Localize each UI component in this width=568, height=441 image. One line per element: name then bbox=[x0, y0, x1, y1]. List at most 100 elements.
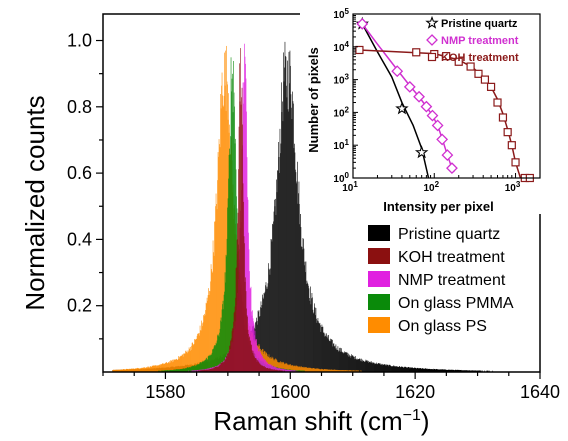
histogram-bar bbox=[283, 362, 284, 372]
histogram-bar bbox=[344, 351, 345, 372]
histogram-bar bbox=[276, 369, 277, 372]
histogram-bar bbox=[252, 350, 254, 372]
histogram-bar bbox=[205, 359, 206, 372]
histogram-bar bbox=[285, 363, 286, 372]
histogram-bar bbox=[291, 118, 293, 373]
histogram-bar bbox=[294, 143, 295, 372]
histogram-bar bbox=[470, 370, 472, 372]
histogram-bar bbox=[416, 368, 417, 372]
legend-item: On glass PS bbox=[368, 317, 487, 335]
histogram-bar bbox=[332, 346, 334, 372]
histogram-bar bbox=[115, 369, 116, 372]
histogram-bar bbox=[206, 297, 208, 372]
histogram-bar bbox=[346, 370, 347, 372]
histogram-bar bbox=[423, 368, 425, 372]
histogram-bar bbox=[123, 369, 124, 372]
histogram-bar bbox=[204, 313, 205, 372]
histogram-bar bbox=[433, 368, 434, 372]
histogram-bar bbox=[235, 138, 236, 372]
histogram-bar bbox=[155, 365, 156, 372]
histogram-bar bbox=[257, 347, 259, 372]
histogram-bar bbox=[142, 367, 143, 372]
histogram-bar bbox=[222, 95, 223, 373]
histogram-bar bbox=[258, 310, 260, 372]
histogram-bar bbox=[465, 370, 467, 372]
histogram-bar bbox=[252, 352, 253, 372]
histogram-bar bbox=[221, 362, 223, 372]
histogram-bar bbox=[223, 309, 224, 372]
histogram-bar bbox=[427, 368, 428, 372]
histogram-bar bbox=[346, 370, 348, 372]
histogram-bar bbox=[207, 369, 209, 372]
histogram-bar bbox=[346, 352, 347, 372]
histogram-bar bbox=[315, 368, 317, 372]
histogram-bar bbox=[129, 368, 130, 372]
histogram-bar bbox=[433, 369, 435, 372]
histogram-bar bbox=[404, 367, 405, 372]
histogram-bar bbox=[183, 353, 185, 372]
histogram-bar bbox=[136, 368, 137, 372]
histogram-bar bbox=[116, 369, 118, 372]
histogram-bar bbox=[315, 368, 316, 372]
histogram-bar bbox=[184, 353, 185, 372]
histogram-bar bbox=[200, 362, 201, 372]
histogram-bar bbox=[266, 362, 268, 372]
histogram-bar bbox=[186, 367, 188, 372]
histogram-bar bbox=[464, 370, 466, 372]
histogram-bar bbox=[372, 362, 373, 372]
histogram-bar bbox=[317, 320, 318, 372]
histogram-bar bbox=[349, 354, 350, 372]
histogram-bar bbox=[183, 368, 184, 372]
histogram-bar bbox=[221, 309, 223, 372]
histogram-bar bbox=[399, 366, 400, 372]
histogram-bar bbox=[330, 338, 331, 372]
histogram-bar bbox=[368, 362, 369, 372]
histogram-bar bbox=[404, 366, 406, 372]
histogram-bar bbox=[397, 366, 399, 372]
histogram-bar bbox=[168, 361, 169, 372]
histogram-bar bbox=[192, 342, 193, 372]
histogram-bar bbox=[276, 369, 278, 372]
histogram-bar bbox=[308, 367, 309, 372]
histogram-bar bbox=[402, 366, 403, 372]
histogram-bar bbox=[288, 365, 289, 372]
histogram-bar bbox=[340, 351, 342, 372]
histogram-bar bbox=[217, 366, 219, 372]
histogram-bar bbox=[291, 365, 292, 372]
histogram-bar bbox=[307, 283, 309, 372]
histogram-bar bbox=[280, 370, 281, 372]
histogram-bar bbox=[265, 362, 267, 372]
histogram-bar bbox=[352, 355, 353, 372]
star-marker bbox=[425, 15, 439, 29]
histogram-bar bbox=[225, 50, 226, 372]
histogram-bar bbox=[225, 359, 227, 372]
histogram-bar bbox=[271, 239, 272, 372]
histogram-bar bbox=[225, 254, 227, 372]
histogram-bar bbox=[304, 265, 305, 372]
histogram-bar bbox=[305, 367, 307, 372]
histogram-bar bbox=[321, 368, 322, 372]
histogram-bar bbox=[174, 359, 176, 372]
histogram-bar bbox=[250, 340, 251, 372]
histogram-bar bbox=[126, 368, 128, 372]
histogram-bar bbox=[202, 360, 204, 372]
histogram-bar bbox=[282, 101, 283, 373]
histogram-bar bbox=[261, 307, 262, 372]
histogram-bar bbox=[424, 368, 426, 372]
histogram-bar bbox=[269, 274, 271, 372]
histogram-bar bbox=[278, 142, 279, 372]
histogram-bar bbox=[179, 356, 181, 372]
histogram-bar bbox=[409, 367, 410, 372]
histogram-bar bbox=[320, 325, 321, 372]
histogram-bar bbox=[170, 369, 171, 372]
histogram-bar bbox=[162, 363, 164, 372]
histogram-bar bbox=[346, 351, 348, 372]
legend-item: KOH treatment bbox=[368, 248, 505, 266]
histogram-bar bbox=[264, 291, 266, 372]
histogram-bar bbox=[455, 369, 457, 372]
inset-y-tick-label: 100 bbox=[333, 171, 349, 185]
histogram-bar bbox=[224, 272, 226, 372]
histogram-bar bbox=[204, 369, 205, 372]
histogram-bar bbox=[229, 345, 231, 372]
histogram-bar bbox=[292, 370, 294, 372]
